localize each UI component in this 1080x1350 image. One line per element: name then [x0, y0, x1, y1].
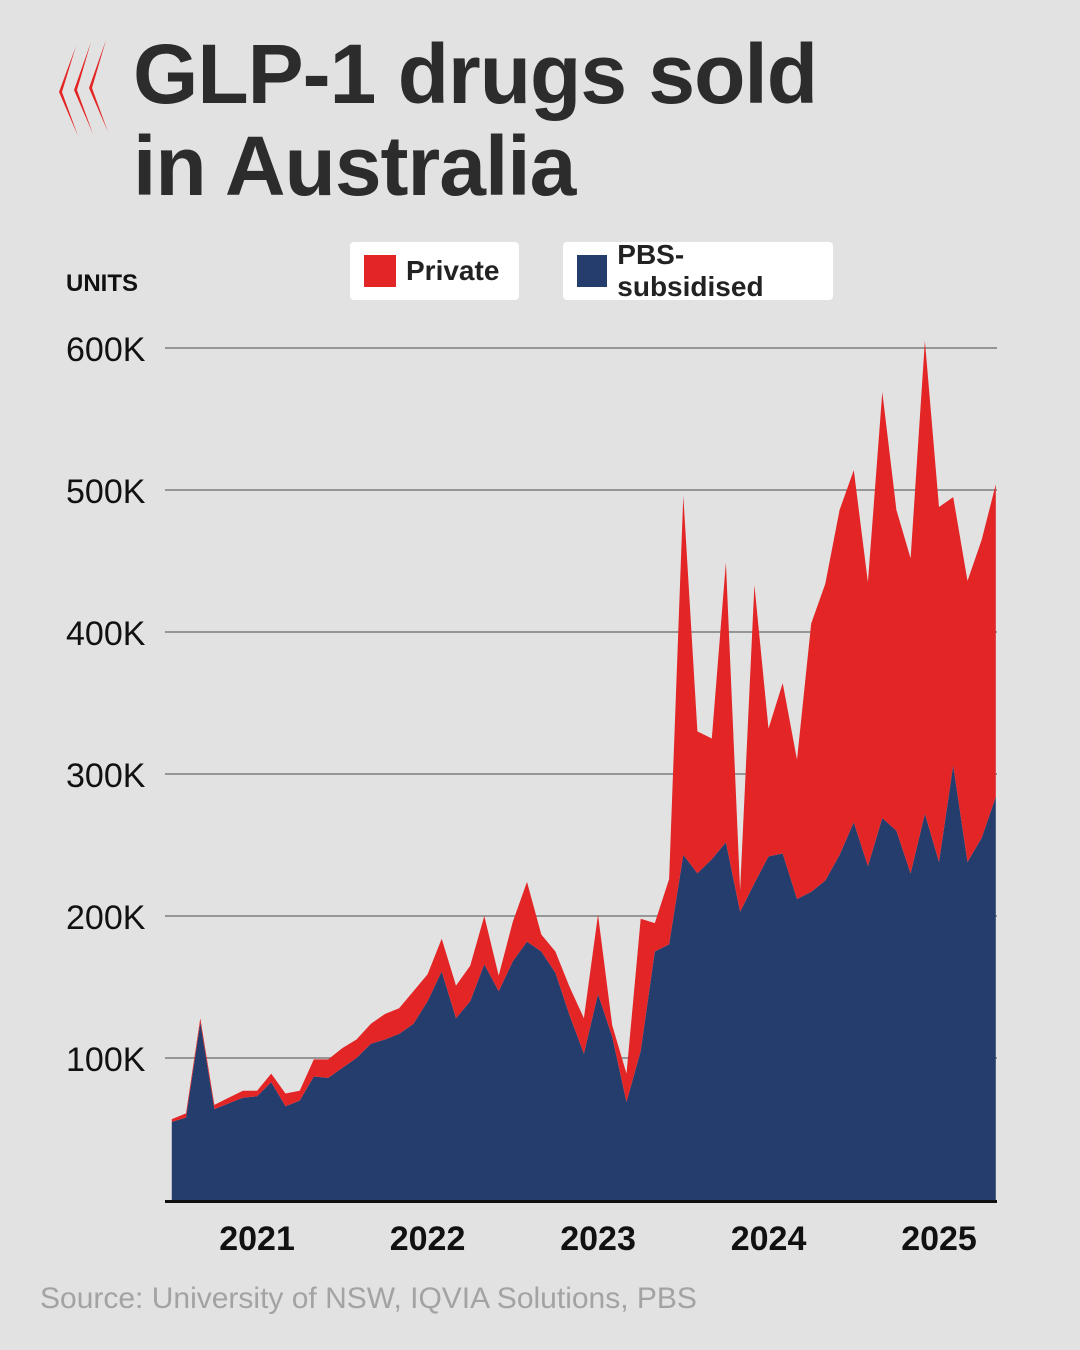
x-tick-labels: 2021 2022 2023 2024 2025 — [219, 1220, 977, 1258]
legend-label-private: Private — [406, 255, 500, 286]
y-tick-label: 400K — [66, 615, 146, 653]
y-tick-label: 500K — [66, 473, 146, 511]
y-tick-label: 200K — [66, 899, 146, 937]
y-tick-labels: 100K 200K 300K 400K 500K 600K — [66, 331, 146, 1079]
source-note: Source: University of NSW, IQVIA Solutio… — [40, 1282, 697, 1315]
x-tick-label: 2021 — [219, 1220, 295, 1258]
legend-item-private: Private — [350, 242, 519, 300]
x-tick-label: 2024 — [731, 1220, 807, 1258]
y-tick-label: 600K — [66, 331, 146, 369]
x-tick-label: 2022 — [390, 1220, 466, 1258]
x-tick-label: 2025 — [901, 1220, 977, 1258]
title-line-2: in Australia — [133, 119, 576, 213]
chart-title: GLP-1 drugs sold in Australia — [133, 28, 1033, 212]
area-series — [171, 340, 996, 1200]
x-tick-label: 2023 — [560, 1220, 636, 1258]
area-pbs-subsidised — [171, 765, 996, 1200]
legend-swatch-private — [364, 255, 396, 287]
y-tick-label: 300K — [66, 757, 146, 795]
legend-swatch-pbs-subsidised — [577, 255, 608, 287]
area-private — [171, 340, 996, 1122]
legend-label-pbs-subsidised: PBS-subsidised — [617, 239, 764, 302]
legend-item-pbs-subsidised: PBS-subsidised — [563, 239, 833, 302]
y-tick-label: 100K — [66, 1041, 146, 1079]
y-axis-label: UNITS — [66, 270, 138, 297]
title-line-1: GLP-1 drugs sold — [133, 27, 818, 121]
